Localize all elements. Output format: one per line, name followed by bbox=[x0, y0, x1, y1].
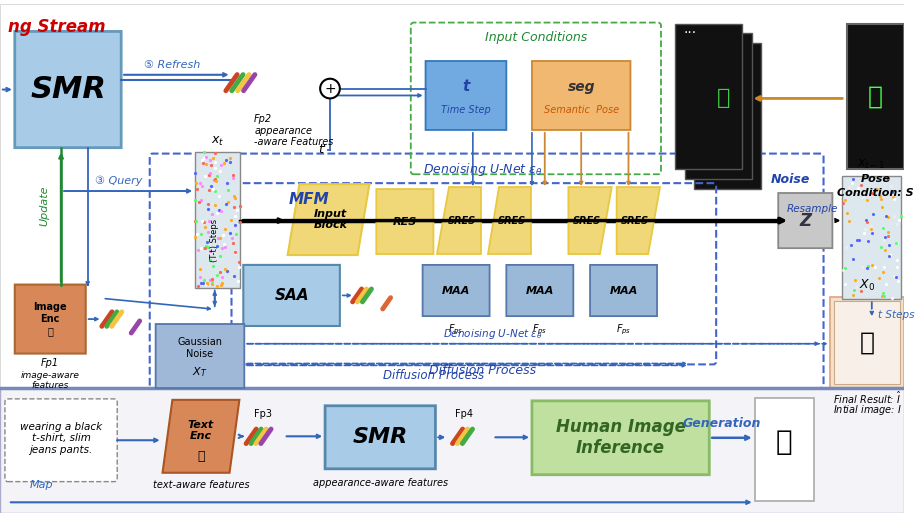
Circle shape bbox=[320, 79, 340, 98]
Text: MAA: MAA bbox=[442, 285, 470, 296]
Bar bbox=[685, 34, 752, 179]
Text: MAA: MAA bbox=[526, 285, 554, 296]
FancyBboxPatch shape bbox=[156, 324, 244, 388]
FancyBboxPatch shape bbox=[426, 61, 507, 130]
Text: SMR: SMR bbox=[30, 75, 106, 104]
Text: Input
Block: Input Block bbox=[314, 209, 348, 231]
Text: Fp2
appearance
-aware Features: Fp2 appearance -aware Features bbox=[254, 114, 333, 147]
Text: $x_{t-1}$: $x_{t-1}$ bbox=[857, 158, 886, 171]
Text: $F_{ps}$: $F_{ps}$ bbox=[532, 323, 547, 337]
Text: 🏃: 🏃 bbox=[868, 84, 883, 109]
Bar bbox=[0, 4, 904, 388]
Polygon shape bbox=[487, 187, 531, 254]
Text: Z: Z bbox=[800, 211, 812, 230]
Text: Denoising U-Net $\varepsilon_\theta$: Denoising U-Net $\varepsilon_\theta$ bbox=[423, 161, 543, 178]
FancyBboxPatch shape bbox=[532, 61, 631, 130]
FancyBboxPatch shape bbox=[376, 189, 433, 254]
Text: Pose: Pose bbox=[861, 174, 890, 184]
Text: Noise: Noise bbox=[770, 173, 810, 186]
Polygon shape bbox=[568, 187, 611, 254]
Text: text-aware features: text-aware features bbox=[152, 480, 250, 490]
Polygon shape bbox=[162, 400, 240, 473]
Text: Text
Enc: Text Enc bbox=[188, 420, 214, 441]
Text: t Steps: t Steps bbox=[878, 310, 914, 320]
Text: Fp3: Fp3 bbox=[254, 408, 272, 419]
Text: $F_{ps}$: $F_{ps}$ bbox=[448, 323, 464, 337]
Polygon shape bbox=[287, 184, 369, 255]
Text: image-aware: image-aware bbox=[21, 371, 80, 379]
FancyBboxPatch shape bbox=[422, 265, 489, 316]
Text: Semantic  Pose: Semantic Pose bbox=[543, 105, 619, 115]
Text: Intial image: $I$: Intial image: $I$ bbox=[833, 403, 901, 417]
Text: (T-t) Steps: (T-t) Steps bbox=[210, 219, 219, 262]
Text: ⑤ Refresh: ⑤ Refresh bbox=[144, 60, 200, 70]
Text: $X_T$: $X_T$ bbox=[192, 365, 207, 378]
Text: $X_0$: $X_0$ bbox=[859, 278, 876, 293]
Text: t': t' bbox=[319, 143, 327, 156]
Text: $x_t$: $x_t$ bbox=[211, 135, 224, 148]
Text: 🔒: 🔒 bbox=[197, 449, 205, 463]
FancyBboxPatch shape bbox=[15, 284, 85, 354]
Text: Image
Enc
🔒: Image Enc 🔒 bbox=[33, 302, 67, 336]
Bar bbox=[847, 24, 904, 170]
Text: Input Conditions: Input Conditions bbox=[485, 31, 587, 44]
Bar bbox=[675, 24, 742, 170]
Text: 🧍: 🧍 bbox=[776, 428, 792, 455]
Text: ③ Query: ③ Query bbox=[95, 176, 142, 186]
Text: SAA: SAA bbox=[274, 288, 308, 303]
Text: SRES: SRES bbox=[448, 216, 476, 225]
Text: SRES: SRES bbox=[573, 216, 601, 225]
FancyBboxPatch shape bbox=[325, 406, 435, 469]
Text: Human Image
Inference: Human Image Inference bbox=[555, 418, 686, 457]
Text: Final Result: $\hat{I}$: Final Result: $\hat{I}$ bbox=[833, 390, 901, 406]
Bar bbox=[755, 398, 813, 501]
Bar bbox=[834, 301, 901, 384]
Bar bbox=[842, 176, 901, 299]
Text: Condition: S: Condition: S bbox=[837, 188, 914, 198]
FancyBboxPatch shape bbox=[778, 193, 833, 248]
FancyBboxPatch shape bbox=[532, 401, 710, 475]
Text: Gaussian
Noise: Gaussian Noise bbox=[177, 338, 222, 359]
Text: Fp1: Fp1 bbox=[41, 358, 60, 369]
Text: MAA: MAA bbox=[610, 285, 638, 296]
FancyBboxPatch shape bbox=[243, 265, 340, 326]
Text: seg: seg bbox=[567, 80, 595, 94]
Bar bbox=[195, 151, 241, 287]
Text: Time Step: Time Step bbox=[441, 105, 491, 115]
Text: SRES: SRES bbox=[621, 216, 649, 225]
Bar bbox=[695, 43, 761, 189]
FancyBboxPatch shape bbox=[507, 265, 574, 316]
Text: Diffusion Process: Diffusion Process bbox=[383, 369, 484, 382]
Text: MFM: MFM bbox=[288, 192, 330, 207]
Text: t: t bbox=[463, 79, 470, 94]
Bar bbox=[831, 297, 904, 388]
Text: Map: Map bbox=[29, 480, 53, 491]
Text: Fp4: Fp4 bbox=[455, 408, 473, 419]
Text: Denoising U-Net $\varepsilon_\theta$: Denoising U-Net $\varepsilon_\theta$ bbox=[442, 327, 543, 341]
Text: +: + bbox=[324, 82, 336, 96]
FancyBboxPatch shape bbox=[15, 32, 121, 148]
FancyBboxPatch shape bbox=[590, 265, 657, 316]
Polygon shape bbox=[617, 187, 660, 254]
Polygon shape bbox=[437, 187, 481, 254]
Text: ng Stream: ng Stream bbox=[8, 18, 106, 36]
FancyBboxPatch shape bbox=[5, 399, 118, 482]
Text: 🧍: 🧍 bbox=[860, 331, 875, 355]
Text: Diffusion Process: Diffusion Process bbox=[429, 364, 536, 377]
Text: features: features bbox=[31, 381, 69, 390]
Text: RES: RES bbox=[393, 217, 417, 226]
Text: $F_{ps}$: $F_{ps}$ bbox=[616, 323, 632, 337]
Text: 🌿: 🌿 bbox=[717, 88, 731, 109]
Text: Update: Update bbox=[39, 186, 50, 226]
Text: Generation: Generation bbox=[683, 418, 761, 431]
Text: Resample: Resample bbox=[787, 204, 838, 214]
Text: SRES: SRES bbox=[498, 216, 526, 225]
Text: ···: ··· bbox=[683, 25, 696, 39]
Text: wearing a black
t-shirt, slim
jeans pants.: wearing a black t-shirt, slim jeans pant… bbox=[20, 421, 102, 455]
Text: SMR: SMR bbox=[353, 427, 408, 447]
Bar bbox=[0, 388, 904, 513]
Text: appearance-aware features: appearance-aware features bbox=[313, 478, 448, 488]
